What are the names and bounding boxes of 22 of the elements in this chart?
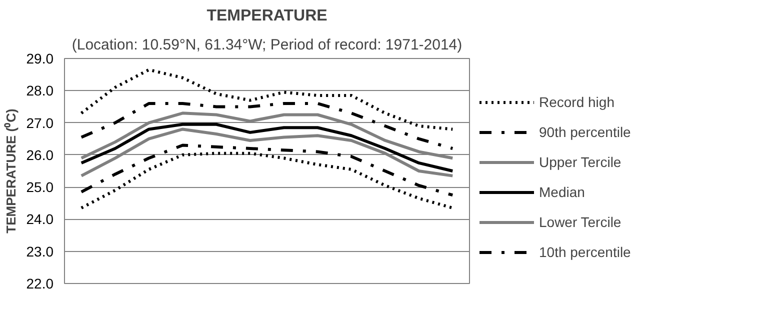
chart-subtitle: (Location: 10.59°N, 61.34°W; Period of record: 1971-2014) xyxy=(72,36,462,54)
legend-label: Record high xyxy=(539,94,614,110)
line-series xyxy=(80,112,454,160)
y-tick-label: 24.0 xyxy=(26,211,54,228)
y-tick-label: 22.0 xyxy=(26,276,54,292)
y-tick-label: 23.0 xyxy=(26,243,54,260)
legend-label: 90th percentile xyxy=(539,124,631,140)
y-axis-title: TEMPERATURE (⁰C) xyxy=(3,108,18,234)
line-series xyxy=(80,144,454,197)
y-tick-label: 27.0 xyxy=(26,114,54,131)
legend-label: Median xyxy=(539,184,585,200)
legend-label: Upper Tercile xyxy=(539,154,622,170)
line-series xyxy=(80,68,454,131)
y-tick-label: 26.0 xyxy=(26,146,54,163)
y-tick-label: 29.0 xyxy=(26,50,54,66)
line-series xyxy=(80,152,454,210)
y-tick-label: 28.0 xyxy=(26,82,54,99)
y-tick-label: 25.0 xyxy=(26,179,54,196)
legend-label: 10th percentile xyxy=(539,244,631,260)
line-series xyxy=(80,102,454,150)
legend-label: Lower Tercile xyxy=(539,214,622,230)
chart-title: TEMPERATURE xyxy=(206,8,328,24)
